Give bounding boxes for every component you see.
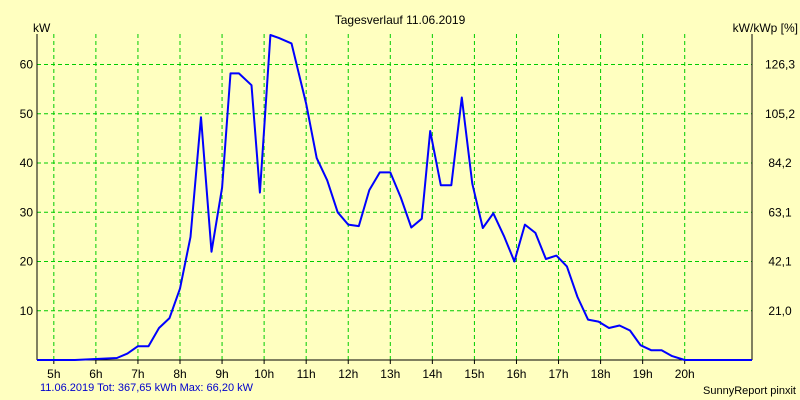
y-axis-label-left: kW xyxy=(33,21,51,35)
footer-credit: SunnyReport pinxit xyxy=(703,385,796,397)
x-tick-label: 6h xyxy=(89,367,102,381)
x-tick-label: 9h xyxy=(215,367,228,381)
y-tick-label-left: 10 xyxy=(20,304,34,318)
y-axis-label-right: kW/kWp [%] xyxy=(733,21,798,35)
y-tick-label-right: 105,2 xyxy=(765,107,795,121)
x-tick-label: 16h xyxy=(506,367,526,381)
y-tick-label-left: 60 xyxy=(20,58,34,72)
grid xyxy=(37,34,752,360)
x-tick-label: 5h xyxy=(47,367,60,381)
x-tick-label: 11h xyxy=(297,367,316,381)
y-tick-label-left: 40 xyxy=(20,156,34,170)
x-tick-label: 17h xyxy=(549,367,569,381)
y-tick-label-left: 50 xyxy=(20,107,34,121)
series-line-power xyxy=(37,34,752,361)
axes xyxy=(36,34,753,361)
x-tick-label: 7h xyxy=(131,367,144,381)
x-tick-label: 13h xyxy=(380,367,400,381)
x-tick-label: 12h xyxy=(338,367,358,381)
y-tick-label-right: 42,1 xyxy=(768,255,792,269)
y-tick-label-left: 30 xyxy=(20,205,34,219)
x-ticks: 5h 6h 7h 8h 9h 10h 11h 12h 13h 14h 15h 16h 17h 18h 19h… xyxy=(47,360,695,381)
y-tick-label-right: 126,3 xyxy=(765,58,795,72)
y-ticks-right: 21,0 42,1 63,1 84,2 105,2 126,3 xyxy=(765,58,795,318)
y-ticks-left: 10 20 30 40 50 60 xyxy=(20,58,34,318)
x-tick-label: 20h xyxy=(675,367,695,381)
y-tick-label-right: 21,0 xyxy=(768,304,792,318)
x-tick-label: 15h xyxy=(464,367,484,381)
y-tick-label-right: 63,1 xyxy=(768,205,792,219)
x-tick-label: 19h xyxy=(633,367,653,381)
x-tick-label: 14h xyxy=(422,367,442,381)
chart-title: Tagesverlauf 11.06.2019 xyxy=(335,13,466,27)
x-tick-label: 8h xyxy=(173,367,186,381)
y-tick-label-left: 20 xyxy=(20,255,34,269)
x-tick-label: 10h xyxy=(254,367,274,381)
series-group xyxy=(37,34,752,361)
x-tick-label: 18h xyxy=(591,367,611,381)
footer-summary: 11.06.2019 Tot: 367,65 kWh Max: 66,20 kW xyxy=(40,382,253,394)
y-tick-label-right: 84,2 xyxy=(768,156,792,170)
